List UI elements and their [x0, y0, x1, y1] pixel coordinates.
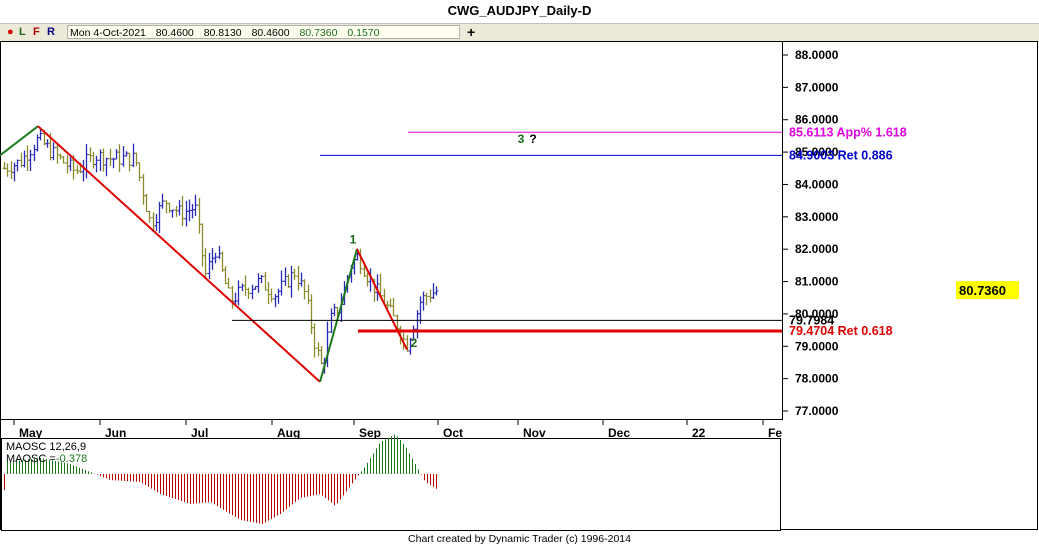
ohlc-date: Mon 4-Oct-2021	[70, 27, 146, 39]
time-tick-label: Oct	[443, 426, 463, 440]
time-tick-label: Fe	[768, 426, 782, 440]
oscillator-value: -0.378	[56, 453, 87, 465]
toolbar: ● L F R Mon 4-Oct-2021 80.4600 80.8130 8…	[0, 23, 1039, 42]
time-tick-label: 22	[692, 426, 706, 440]
price-tick-label: 87.0000	[795, 80, 839, 94]
wave-label: 2	[411, 336, 418, 350]
time-tick-label: Nov	[523, 426, 546, 440]
price-tick-label: 85.0000	[795, 145, 839, 159]
price-tick-label: 79.0000	[795, 339, 839, 353]
oscillator-histogram	[4, 434, 437, 524]
time-tick-label: Aug	[277, 426, 300, 440]
wave-label: ?	[529, 132, 536, 146]
level-label: 79.7984	[789, 313, 834, 327]
current-price-highlight	[956, 281, 1019, 300]
level-label: 79.4704 Ret 0.618	[789, 324, 893, 338]
wave-label: 1	[350, 232, 357, 246]
swing-line	[356, 248, 408, 350]
time-tick-label: May	[19, 426, 43, 440]
swing-line	[37, 125, 321, 383]
ohlc-readout: Mon 4-Oct-2021 80.4600 80.8130 80.4600 8…	[67, 25, 460, 39]
ohlc-open: 80.4600	[155, 27, 194, 39]
price-tick-label: 84.0000	[795, 177, 839, 191]
price-tick-label: 77.0000	[795, 404, 839, 418]
current-price-label: 80.7360	[959, 283, 1006, 298]
toolbar-button-r[interactable]: R	[47, 26, 55, 38]
chart-title: CWG_AUDJPY_Daily-D	[447, 3, 592, 18]
time-tick-label: Sep	[359, 426, 381, 440]
price-tick-label: 82.0000	[795, 242, 839, 256]
wave-label: 3	[518, 132, 525, 146]
price-tick-label: 88.0000	[795, 48, 839, 62]
add-plus-icon[interactable]: +	[467, 24, 476, 40]
price-tick-label: 83.0000	[795, 210, 839, 224]
record-dot-icon[interactable]: ●	[7, 26, 14, 38]
footer-credit: Chart created by Dynamic Trader (c) 1996…	[408, 533, 631, 545]
oscillator-value-label: MAOSC =	[6, 453, 56, 465]
level-label: 84.9003 Ret 0.886	[789, 148, 893, 162]
price-tick-label: 81.0000	[795, 275, 839, 289]
time-tick-label: Jul	[191, 426, 208, 440]
time-tick-label: Dec	[608, 426, 630, 440]
swing-line	[0, 125, 39, 157]
price-tick-label: 78.0000	[795, 372, 839, 386]
price-tick-label: 86.0000	[795, 113, 839, 127]
ohlc-change: 0.1570	[347, 27, 380, 39]
ohlc-close: 80.7360	[299, 27, 338, 39]
swing-line	[319, 248, 358, 383]
price-tick-label: 80.0000	[795, 307, 839, 321]
level-label: 85.6113 App% 1.618	[789, 125, 907, 139]
oscillator-title: MAOSC 12,26,9	[6, 441, 86, 453]
price-bars	[2, 128, 439, 374]
toolbar-button-l[interactable]: L	[19, 26, 26, 38]
time-tick-label: Jun	[105, 426, 126, 440]
ohlc-low: 80.4600	[251, 27, 290, 39]
ohlc-high: 80.8130	[203, 27, 242, 39]
toolbar-button-f[interactable]: F	[33, 26, 40, 38]
